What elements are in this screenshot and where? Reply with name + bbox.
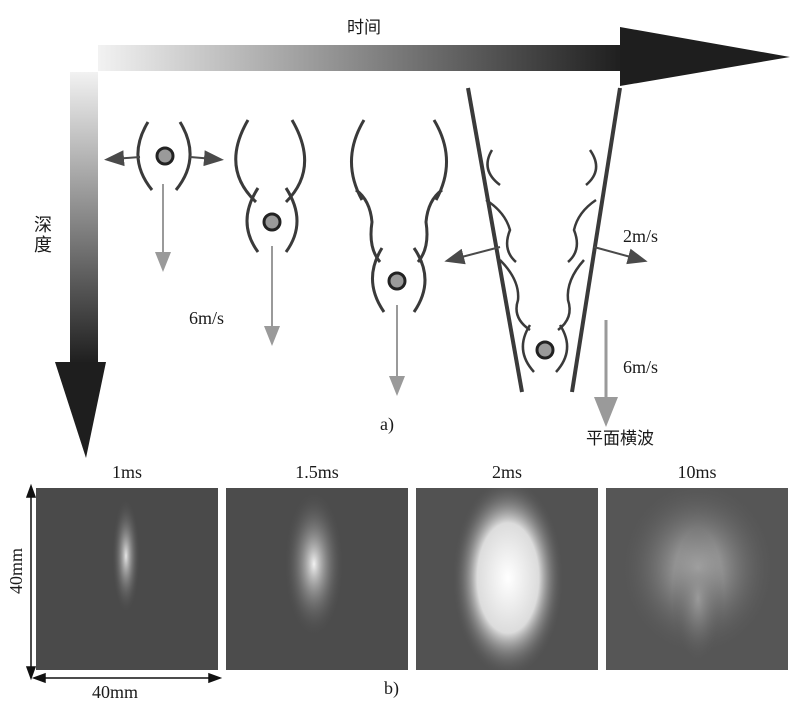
lateral-arrow-right-4	[593, 246, 648, 265]
speed-label-down-1: 6m/s	[189, 308, 225, 328]
elastography-image-2ms	[416, 488, 598, 670]
speed-label-down-2: 6m/s	[623, 357, 659, 377]
plane-wave-label: 平面横波	[586, 429, 654, 449]
panel-time-label: 10ms	[677, 462, 717, 482]
depth-axis-arrow	[55, 72, 106, 458]
width-label: 40mm	[92, 682, 139, 702]
time-axis-arrow	[98, 27, 790, 86]
panel-time-label: 2ms	[491, 462, 522, 482]
panel-time-label: 1ms	[111, 462, 142, 482]
height-label: 40mm	[6, 548, 26, 595]
subfigure-label-a: a)	[380, 414, 394, 434]
stage-4-wavefronts	[485, 149, 598, 373]
shear-source-dot-3	[387, 271, 407, 291]
height-dimension-arrow	[25, 483, 37, 681]
lateral-arrow-left-1	[104, 150, 141, 167]
shear-source-dot-4	[535, 340, 555, 360]
speed-label-lateral: 2m/s	[623, 226, 659, 246]
panel-time-label: 1.5ms	[295, 462, 339, 482]
shear-source-dot-2	[262, 212, 282, 232]
shear-source-dot-1	[155, 146, 175, 166]
elastography-image-10ms	[606, 488, 788, 670]
elastography-image-1.5ms	[226, 488, 408, 670]
lateral-arrow-left-4	[444, 246, 501, 265]
elastography-image-1ms	[36, 488, 218, 670]
depth-axis-label: 深度	[31, 215, 52, 255]
stage-3	[350, 119, 448, 313]
lateral-arrow-right-1	[189, 150, 224, 167]
subfigure-label-b: b)	[384, 678, 399, 698]
width-dimension-arrow	[31, 672, 223, 684]
time-axis-label: 时间	[347, 18, 381, 38]
stage-4-mach-cone	[466, 87, 622, 393]
stage-2	[234, 119, 306, 253]
